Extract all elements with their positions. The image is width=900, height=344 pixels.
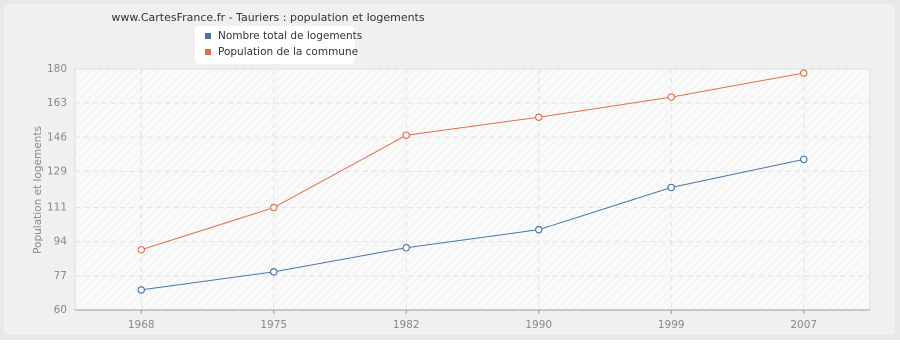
y-tick-label: 94 [54,236,68,248]
series-line [141,72,804,251]
legend [195,26,355,64]
point [402,131,411,140]
point [269,203,278,212]
legend-label: Nombre total de logements [218,30,362,42]
y-tick-label: 60 [54,304,67,316]
legend-label: Population de la commune [218,46,358,58]
point [534,113,543,122]
y-tick-label: 77 [54,270,67,282]
point [402,243,411,252]
y-tick-label: 146 [47,131,67,143]
y-axis-label: Population et logements [32,126,44,254]
x-tick-label: 1968 [128,319,155,331]
x-tick-label: 1990 [525,319,552,331]
point [799,69,808,77]
point [269,268,278,276]
chart-title: www.CartesFrance.fr - Tauriers : populat… [111,11,424,24]
y-tick-label: 129 [47,165,67,177]
legend-swatch [205,49,211,55]
y-tick-label: 111 [47,202,67,214]
x-tick-label: 1982 [393,319,420,331]
legend-swatch [205,33,211,39]
plot-area [74,68,871,311]
point [137,286,146,294]
point [137,245,146,254]
x-tick-label: 2007 [790,319,817,331]
series-line [141,158,804,291]
point [667,93,676,101]
point [534,225,543,234]
y-tick-label: 180 [47,63,67,75]
point [667,183,676,192]
x-tick-label: 1999 [658,319,685,331]
point [799,155,808,164]
x-tick-label: 1975 [260,319,287,331]
y-tick-label: 163 [47,97,67,109]
